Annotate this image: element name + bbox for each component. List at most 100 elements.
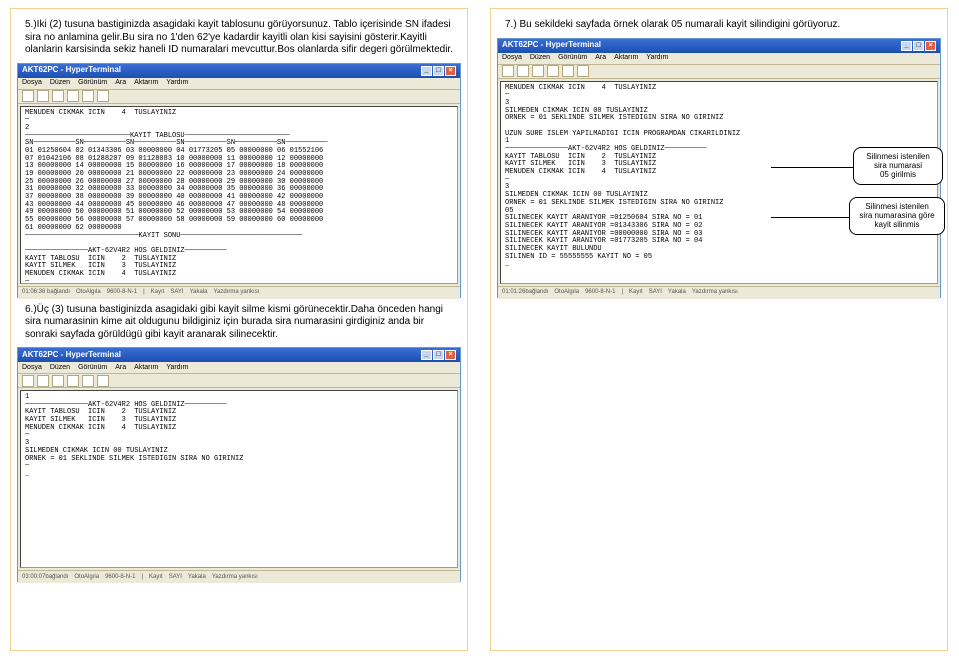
status-segment: 9600-8-N-1 (585, 289, 615, 296)
statusbar: 01:01:26bağlandı OtoAlgıla 9600-8-N-1 | … (498, 286, 940, 299)
toolbar-button[interactable] (82, 90, 94, 102)
status-segment: | (141, 574, 143, 581)
callout-1: Silinmesi istenilen sira numarasi 05 gir… (853, 147, 943, 185)
menu-item[interactable]: Dosya (22, 79, 42, 87)
window-buttons: _ □ × (901, 41, 936, 51)
para-5: 5.)Iki (2) tusuna bastiginizda asagidaki… (11, 9, 467, 63)
titlebar: AKT62PC - HyperTerminal _ □ × (18, 64, 460, 78)
minimize-button[interactable]: _ (421, 66, 432, 76)
status-segment: 9600-8-N-1 (107, 289, 137, 296)
toolbar-button[interactable] (517, 65, 529, 77)
window-title: AKT62PC - HyperTerminal (502, 41, 601, 50)
status-segment: OtoAlgıla (76, 289, 101, 296)
toolbar-button[interactable] (502, 65, 514, 77)
menu-item[interactable]: Görünüm (78, 79, 107, 87)
toolbar-button[interactable] (97, 375, 109, 387)
menu-item[interactable]: Ara (115, 79, 126, 87)
toolbar-button[interactable] (532, 65, 544, 77)
status-segment: OtoAlgıla (74, 574, 99, 581)
status-segment: | (621, 289, 623, 296)
status-segment: 03:00:07bağlandı (22, 574, 68, 581)
toolbar-button[interactable] (562, 65, 574, 77)
menu-item[interactable]: Yardım (166, 79, 188, 87)
menu-item[interactable]: Yardım (166, 364, 188, 372)
menu-item[interactable]: Aktarım (614, 54, 638, 62)
menu-item[interactable]: Aktarım (134, 79, 158, 87)
status-segment: Yakala (668, 289, 686, 296)
maximize-button[interactable]: □ (433, 350, 444, 360)
toolbar-button[interactable] (67, 90, 79, 102)
status-segment: 9600-8-N-1 (105, 574, 135, 581)
maximize-button[interactable]: □ (433, 66, 444, 76)
page-right: 7.) Bu sekildeki sayfada örnek olarak 05… (490, 8, 948, 651)
menu-item[interactable]: Düzen (50, 364, 70, 372)
minimize-button[interactable]: _ (901, 41, 912, 51)
close-button[interactable]: × (925, 41, 936, 51)
window-buttons: _ □ × (421, 66, 456, 76)
toolbar-button[interactable] (52, 90, 64, 102)
menu-item[interactable]: Düzen (530, 54, 550, 62)
status-segment: 01:06:36 bağlandı (22, 289, 70, 296)
toolbar-button[interactable] (52, 375, 64, 387)
callout-line (771, 167, 853, 168)
page-left: 5.)Iki (2) tusuna bastiginizda asagidaki… (10, 8, 468, 651)
toolbar-button[interactable] (67, 375, 79, 387)
para-6: 6.)Üç (3) tusuna bastiginizda asagidaki … (11, 298, 467, 348)
menu-item[interactable]: Ara (595, 54, 606, 62)
para-7: 7.) Bu sekildeki sayfada örnek olarak 05… (491, 9, 947, 38)
status-segment: Kayıt (149, 574, 163, 581)
status-segment: OtoAlgıla (554, 289, 579, 296)
status-segment: Yakala (190, 289, 208, 296)
toolbar-button[interactable] (97, 90, 109, 102)
status-segment: SAYI (170, 289, 183, 296)
status-segment: Yazdırma yankısı (213, 289, 259, 296)
statusbar: 01:06:36 bağlandı OtoAlgıla 9600-8-N-1 |… (18, 286, 460, 299)
menu-item[interactable]: Görünüm (78, 364, 107, 372)
menu-item[interactable]: Ara (115, 364, 126, 372)
menubar: Dosya Düzen Görünüm Ara Aktarım Yardım (18, 78, 460, 90)
toolbar (498, 65, 940, 79)
terminal-output: 1 ───────────────AKT-62V4R2 HOS GELDINIZ… (20, 390, 458, 568)
menu-item[interactable]: Görünüm (558, 54, 587, 62)
toolbar-button[interactable] (37, 90, 49, 102)
terminal-output: MENUDEN CIKMAK ICIN 4 TUSLAYINIZ ─ 2 ───… (20, 106, 458, 284)
terminal-2: AKT62PC - HyperTerminal _ □ × Dosya Düze… (17, 347, 461, 582)
menubar: Dosya Düzen Görünüm Ara Aktarım Yardım (498, 53, 940, 65)
menu-item[interactable]: Yardım (646, 54, 668, 62)
callout-2: Silinmesi istenilen sira numarasina göre… (849, 197, 945, 235)
status-segment: SAYI (169, 574, 182, 581)
maximize-button[interactable]: □ (913, 41, 924, 51)
toolbar-button[interactable] (577, 65, 589, 77)
close-button[interactable]: × (445, 350, 456, 360)
status-segment: 01:01:26bağlandı (502, 289, 548, 296)
toolbar-button[interactable] (22, 90, 34, 102)
titlebar: AKT62PC - HyperTerminal _ □ × (498, 39, 940, 53)
menu-item[interactable]: Aktarım (134, 364, 158, 372)
status-segment: | (143, 289, 145, 296)
titlebar: AKT62PC - HyperTerminal _ □ × (18, 348, 460, 362)
minimize-button[interactable]: _ (421, 350, 432, 360)
close-button[interactable]: × (445, 66, 456, 76)
status-segment: Yakala (188, 574, 206, 581)
menu-item[interactable]: Dosya (22, 364, 42, 372)
status-segment: Kayıt (629, 289, 643, 296)
terminal-1: AKT62PC - HyperTerminal _ □ × Dosya Düze… (17, 63, 461, 298)
toolbar-button[interactable] (547, 65, 559, 77)
status-segment: Yazdırma yankısı (212, 574, 258, 581)
callout-line (771, 217, 849, 218)
toolbar-button[interactable] (22, 375, 34, 387)
status-segment: SAYI (649, 289, 662, 296)
toolbar-button[interactable] (37, 375, 49, 387)
status-segment: Yazdırma yankısı (692, 289, 738, 296)
menubar: Dosya Düzen Görünüm Ara Aktarım Yardım (18, 362, 460, 374)
status-segment: Kayıt (151, 289, 165, 296)
menu-item[interactable]: Dosya (502, 54, 522, 62)
toolbar (18, 374, 460, 388)
window-title: AKT62PC - HyperTerminal (22, 66, 121, 75)
menu-item[interactable]: Düzen (50, 79, 70, 87)
window-buttons: _ □ × (421, 350, 456, 360)
toolbar (18, 90, 460, 104)
window-title: AKT62PC - HyperTerminal (22, 351, 121, 360)
toolbar-button[interactable] (82, 375, 94, 387)
statusbar: 03:00:07bağlandı OtoAlgıla 9600-8-N-1 | … (18, 570, 460, 583)
